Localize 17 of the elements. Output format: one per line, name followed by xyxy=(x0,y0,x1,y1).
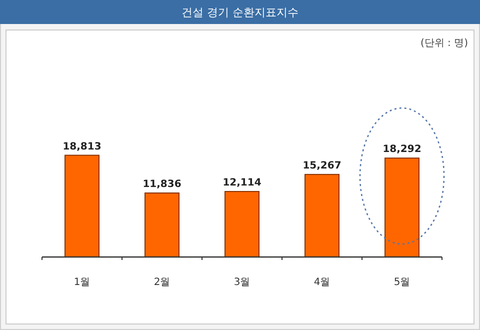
data-label: 18,292 xyxy=(382,144,422,156)
x-tick-label: 3월 xyxy=(234,277,250,288)
x-tick-label: 4월 xyxy=(314,277,330,288)
text: (단위 : 명) xyxy=(420,38,468,49)
bar xyxy=(64,154,100,258)
data-label: 18,813 xyxy=(62,141,102,152)
x-tick-label: 2월 xyxy=(154,277,170,288)
x-tick-label: 5월 xyxy=(394,277,410,288)
data-label: 15,267 xyxy=(302,160,342,172)
x-tick-label: 1월 xyxy=(74,277,90,288)
bar xyxy=(144,192,180,258)
bar xyxy=(224,190,260,258)
data-label: 11,836 xyxy=(142,178,182,190)
bar xyxy=(384,158,420,258)
chart-title: 건설 경기 순환지표지수 xyxy=(182,6,298,19)
bar xyxy=(304,174,340,258)
data-label: 12,114 xyxy=(222,177,262,188)
